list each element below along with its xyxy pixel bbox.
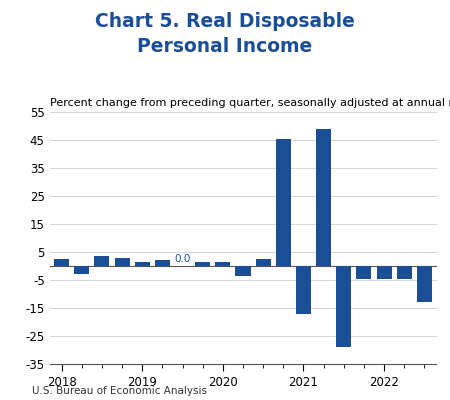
Bar xyxy=(276,140,291,266)
Bar xyxy=(336,266,351,347)
Bar xyxy=(135,262,150,266)
Bar xyxy=(54,259,69,266)
Bar xyxy=(296,266,311,314)
Bar xyxy=(397,266,412,278)
Bar xyxy=(316,129,331,266)
Bar xyxy=(256,259,271,266)
Bar xyxy=(114,258,130,266)
Text: Percent change from preceding quarter, seasonally adjusted at annual rates: Percent change from preceding quarter, s… xyxy=(50,98,450,108)
Bar xyxy=(195,262,210,266)
Bar xyxy=(155,260,170,266)
Bar xyxy=(417,266,432,302)
Bar xyxy=(377,266,392,278)
Bar xyxy=(74,266,89,274)
Bar xyxy=(235,266,251,276)
Text: Chart 5. Real Disposable
Personal Income: Chart 5. Real Disposable Personal Income xyxy=(95,12,355,56)
Text: U.S. Bureau of Economic Analysis: U.S. Bureau of Economic Analysis xyxy=(32,386,207,396)
Bar xyxy=(356,266,372,278)
Bar xyxy=(215,262,230,266)
Text: 0.0: 0.0 xyxy=(174,254,191,264)
Bar xyxy=(94,256,109,266)
